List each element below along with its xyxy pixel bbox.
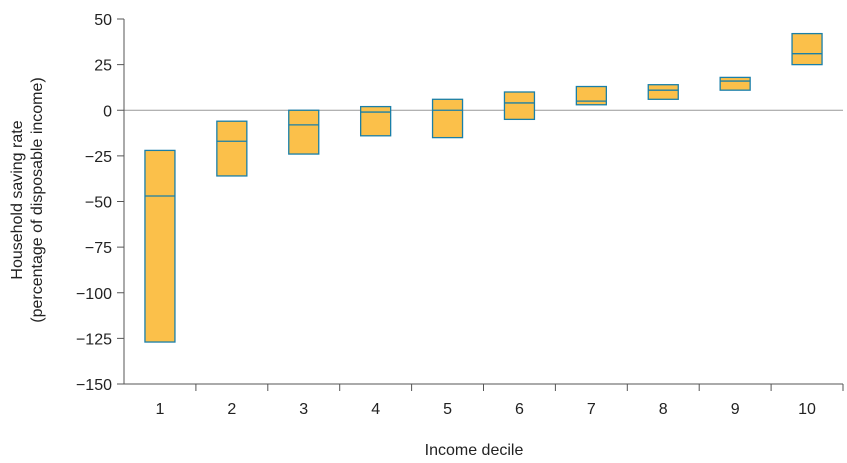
labels-layer: 50 25 0 −25 −50 −75 −100 −125 −150 1 2 3 4 5 6 7 8 9 10: [76, 12, 816, 418]
x-tick-label: 8: [659, 401, 668, 418]
x-axis-title: Income decile: [425, 442, 524, 459]
x-tick-label: 9: [731, 401, 740, 418]
box-decile-9: [719, 76, 751, 91]
y-tick-label: −150: [76, 377, 112, 394]
y-tick-label: −50: [85, 195, 112, 212]
x-tick-label: 3: [299, 401, 308, 418]
boxes-layer: [144, 32, 823, 343]
x-tick-label: 1: [155, 401, 164, 418]
y-tick-label: 50: [94, 12, 112, 29]
y-tick-label: −75: [85, 240, 112, 257]
y-tick-label: 25: [94, 58, 112, 75]
y-tick-label: 0: [103, 103, 112, 120]
box-decile-7: [575, 85, 607, 106]
x-tick-label: 2: [227, 401, 236, 418]
box-decile-1: [144, 149, 176, 343]
box-decile-8: [647, 84, 679, 100]
y-tick-label: −125: [76, 331, 112, 348]
x-tick-label: 6: [515, 401, 524, 418]
y-tick-label: −100: [76, 286, 112, 303]
box-decile-4: [359, 105, 392, 137]
y-axis-title-line-1: Household saving rate: [9, 120, 26, 279]
y-axis-title-line-2: (percentage of disposable income): [29, 77, 46, 322]
x-tick-label: 5: [443, 401, 452, 418]
box-decile-3: [288, 109, 320, 155]
box-decile-10: [791, 32, 823, 66]
y-tick-label: −25: [85, 149, 112, 166]
box-decile-5: [431, 98, 464, 139]
x-tick-label: 4: [371, 401, 380, 418]
box-decile-2: [216, 120, 248, 177]
box-decile-6: [503, 91, 536, 121]
x-tick-label: 7: [587, 401, 596, 418]
x-tick-label: 10: [798, 401, 816, 418]
axes-layer: [117, 18, 844, 391]
